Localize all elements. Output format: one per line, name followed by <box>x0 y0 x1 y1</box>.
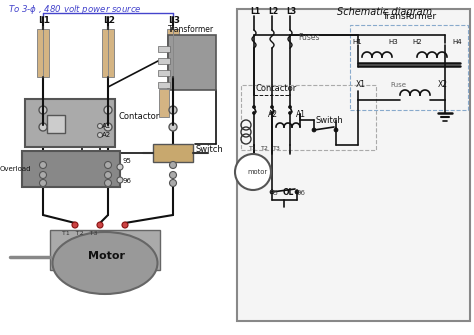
Text: Fuse: Fuse <box>390 82 406 88</box>
Text: A2: A2 <box>102 132 111 138</box>
Bar <box>158 82 170 88</box>
Circle shape <box>39 172 46 179</box>
Circle shape <box>295 190 299 194</box>
Text: T1   T2   T3: T1 T2 T3 <box>62 231 98 236</box>
Circle shape <box>39 180 46 187</box>
Text: A1: A1 <box>296 110 306 119</box>
Text: T3: T3 <box>273 146 281 151</box>
Text: Overload: Overload <box>0 166 31 172</box>
Circle shape <box>235 154 271 190</box>
Circle shape <box>98 124 102 129</box>
Text: L3: L3 <box>286 7 296 16</box>
Text: H1: H1 <box>352 39 362 45</box>
Text: Schematic diagram: Schematic diagram <box>337 7 432 17</box>
Circle shape <box>104 161 111 169</box>
Circle shape <box>104 180 111 187</box>
Circle shape <box>271 112 273 115</box>
Bar <box>241 85 376 150</box>
Text: Switch: Switch <box>316 116 344 125</box>
Text: X1: X1 <box>356 80 366 89</box>
Text: L1: L1 <box>250 7 260 16</box>
Text: T2: T2 <box>261 146 269 151</box>
Text: 95: 95 <box>122 158 131 164</box>
Circle shape <box>169 106 177 114</box>
Text: Transformer: Transformer <box>168 25 214 34</box>
Circle shape <box>289 106 292 109</box>
Circle shape <box>104 172 111 179</box>
Bar <box>158 70 170 76</box>
Text: L2: L2 <box>268 7 278 16</box>
Circle shape <box>39 161 46 169</box>
Text: 96: 96 <box>122 178 131 184</box>
Text: Transformer: Transformer <box>382 12 436 21</box>
Bar <box>37 29 49 77</box>
Text: H4: H4 <box>452 39 462 45</box>
Circle shape <box>72 222 78 228</box>
Ellipse shape <box>53 232 157 294</box>
Circle shape <box>98 133 102 137</box>
Bar <box>153 144 193 162</box>
Text: H2: H2 <box>412 39 422 45</box>
Circle shape <box>253 106 255 109</box>
Bar <box>50 230 160 270</box>
Text: X2: X2 <box>438 80 448 89</box>
Bar <box>237 9 470 321</box>
Text: L2: L2 <box>103 16 115 25</box>
Text: T1: T1 <box>249 146 257 151</box>
Text: L1: L1 <box>38 16 50 25</box>
Circle shape <box>39 123 47 131</box>
Circle shape <box>97 222 103 228</box>
Bar <box>22 151 120 187</box>
Text: Contactor: Contactor <box>255 84 296 93</box>
Circle shape <box>253 112 255 115</box>
Circle shape <box>334 128 338 132</box>
Circle shape <box>170 172 176 179</box>
Circle shape <box>104 123 112 131</box>
Text: motor: motor <box>247 169 267 175</box>
Circle shape <box>289 112 292 115</box>
Text: To 3-$\phi$ , 480 volt power source: To 3-$\phi$ , 480 volt power source <box>8 3 142 16</box>
Text: Switch: Switch <box>195 145 223 154</box>
Bar <box>167 29 179 77</box>
Circle shape <box>170 180 176 187</box>
Circle shape <box>170 161 176 169</box>
Circle shape <box>117 164 123 170</box>
Text: H3: H3 <box>388 39 398 45</box>
Text: OL: OL <box>283 188 294 197</box>
Circle shape <box>271 106 273 109</box>
Bar <box>158 46 170 52</box>
Bar <box>168 35 216 90</box>
Text: 96: 96 <box>297 190 306 196</box>
Bar <box>102 29 114 77</box>
Circle shape <box>104 106 112 114</box>
Text: 95: 95 <box>270 190 279 196</box>
Bar <box>25 99 115 147</box>
Bar <box>159 89 169 117</box>
Circle shape <box>169 123 177 131</box>
Circle shape <box>117 177 123 183</box>
Text: A2: A2 <box>268 110 278 119</box>
Text: Contactor: Contactor <box>118 112 159 121</box>
Bar <box>158 58 170 64</box>
Bar <box>47 115 65 133</box>
Text: Fuses: Fuses <box>298 33 319 42</box>
Circle shape <box>312 128 316 132</box>
Circle shape <box>39 106 47 114</box>
Text: L3: L3 <box>168 16 180 25</box>
Bar <box>350 25 468 110</box>
Circle shape <box>122 222 128 228</box>
Text: A1: A1 <box>102 123 111 129</box>
Text: Motor: Motor <box>88 251 125 261</box>
Circle shape <box>270 190 274 194</box>
